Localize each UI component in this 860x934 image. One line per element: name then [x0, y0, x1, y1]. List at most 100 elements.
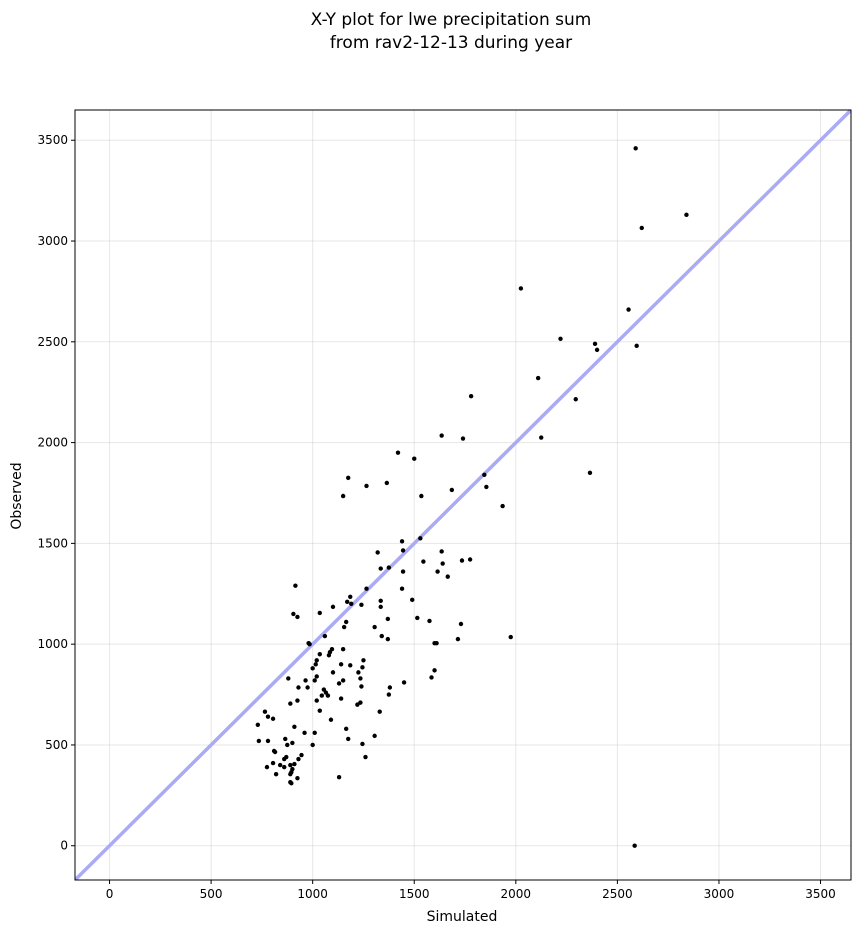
data-point: [328, 717, 334, 722]
data-point: [467, 557, 473, 562]
data-point: [295, 698, 300, 703]
data-point: [296, 685, 301, 690]
data-point: [410, 597, 415, 603]
data-point: [594, 347, 600, 353]
data-point: [455, 636, 461, 642]
data-point: [508, 634, 513, 640]
x-tick-label: 3000: [704, 887, 735, 901]
data-point: [500, 503, 505, 509]
data-point: [343, 726, 349, 732]
data-point: [340, 678, 346, 683]
data-point: [330, 670, 336, 675]
data-point: [379, 633, 384, 639]
data-point: [256, 738, 262, 744]
data-point: [386, 565, 392, 570]
data-point: [399, 539, 405, 544]
data-point: [372, 624, 377, 630]
data-point: [340, 647, 346, 652]
data-point: [288, 762, 293, 768]
x-axis-label: Simulated: [427, 909, 498, 925]
data-point: [435, 569, 440, 574]
data-point: [270, 716, 276, 721]
one-to-one-line: [75, 110, 851, 880]
data-point: [286, 676, 291, 681]
data-point: [587, 470, 593, 476]
data-point: [384, 480, 390, 486]
data-point: [372, 733, 377, 739]
data-point: [317, 610, 322, 616]
data-point: [265, 714, 271, 719]
plot-frame: [74, 109, 852, 881]
data-point: [639, 225, 644, 231]
data-point: [484, 484, 489, 490]
data-point: [558, 336, 563, 341]
data-point: [314, 658, 319, 663]
data-point: [346, 475, 351, 481]
data-point: [282, 756, 287, 762]
x-tick-label: 1500: [399, 887, 430, 901]
data-point: [338, 696, 344, 701]
data-point: [317, 652, 322, 657]
data-point: [290, 740, 295, 746]
data-point: [684, 212, 689, 218]
data-point: [312, 730, 317, 736]
data-point: [386, 692, 392, 697]
data-point: [295, 614, 300, 620]
data-point: [307, 641, 312, 647]
data-point: [303, 678, 308, 683]
data-point: [360, 741, 365, 747]
data-point: [289, 781, 294, 786]
y-tick-label: 2500: [37, 335, 68, 349]
data-point: [359, 602, 364, 608]
data-point: [349, 601, 354, 607]
data-point: [415, 615, 420, 621]
data-point: [293, 583, 298, 588]
x-axis-ticks: 0 500 1000 1500 2000 2500 3000 3500: [106, 880, 836, 901]
data-point: [310, 666, 315, 671]
data-point: [312, 678, 317, 683]
data-point: [459, 558, 465, 563]
data-point: [283, 736, 288, 742]
data-point: [364, 586, 369, 591]
data-point: [282, 764, 287, 770]
data-point: [299, 752, 304, 758]
data-point: [291, 611, 296, 617]
data-point: [341, 624, 347, 630]
data-point: [270, 760, 276, 766]
data-point: [330, 604, 336, 610]
data-point: [445, 574, 450, 579]
data-point: [468, 394, 474, 399]
data-point: [264, 764, 270, 770]
data-point: [632, 843, 637, 848]
y-tick-label: 3500: [37, 133, 68, 147]
data-point: [412, 456, 417, 461]
data-point: [419, 493, 424, 499]
y-tick-label: 500: [45, 738, 68, 752]
y-tick-label: 3000: [37, 234, 68, 248]
data-point: [385, 616, 391, 622]
x-tick-label: 2500: [602, 887, 633, 901]
data-point: [322, 633, 328, 639]
data-point: [535, 375, 541, 381]
data-point: [482, 472, 487, 478]
y-tick-label: 1500: [37, 536, 68, 550]
data-point: [395, 450, 401, 455]
data-point: [626, 307, 631, 312]
data-point: [356, 670, 361, 675]
data-point: [338, 662, 344, 667]
x-tick-label: 500: [200, 887, 223, 901]
data-point: [401, 680, 407, 685]
data-point: [277, 762, 283, 768]
chart-title: X-Y plot for lwe precipitation sum from …: [311, 10, 592, 53]
x-tick-label: 2000: [501, 887, 532, 901]
data-point: [518, 286, 524, 291]
data-point: [460, 436, 466, 441]
data-point: [343, 619, 349, 625]
x-tick-label: 0: [106, 887, 114, 901]
y-tick-label: 0: [60, 839, 68, 853]
data-point: [314, 698, 319, 703]
data-point: [458, 621, 464, 627]
data-point: [434, 640, 439, 646]
points-layer: [255, 146, 689, 848]
